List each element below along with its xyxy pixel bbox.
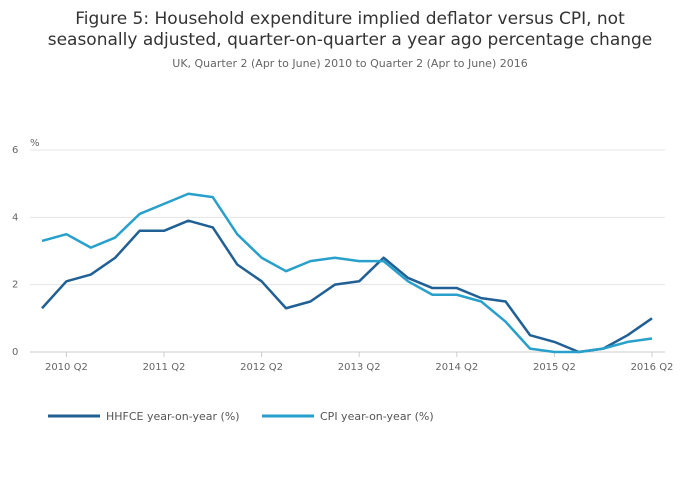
- y-tick-label: 4: [12, 212, 18, 223]
- y-axis-label: %: [30, 138, 40, 149]
- x-tick-label: 2015 Q2: [533, 362, 576, 373]
- x-tick-label: 2013 Q2: [338, 362, 381, 373]
- x-tick-label: 2011 Q2: [143, 362, 186, 373]
- chart-title: Figure 5: Household expenditure implied …: [75, 9, 625, 29]
- chart-subtitle: UK, Quarter 2 (Apr to June) 2010 to Quar…: [172, 57, 527, 70]
- x-tick-label: 2014 Q2: [435, 362, 478, 373]
- legend-label: CPI year-on-year (%): [320, 410, 434, 423]
- x-tick-label: 2016 Q2: [631, 362, 674, 373]
- legend-label: HHFCE year-on-year (%): [106, 410, 240, 423]
- chart-title: seasonally adjusted, quarter-on-quarter …: [48, 30, 653, 50]
- y-tick-label: 0: [12, 347, 18, 358]
- x-tick-label: 2010 Q2: [45, 362, 88, 373]
- line: [41, 219, 653, 354]
- line: [41, 192, 653, 354]
- y-tick-label: 2: [12, 280, 18, 291]
- x-tick-label: 2012 Q2: [240, 362, 283, 373]
- y-tick-label: 6: [12, 145, 18, 156]
